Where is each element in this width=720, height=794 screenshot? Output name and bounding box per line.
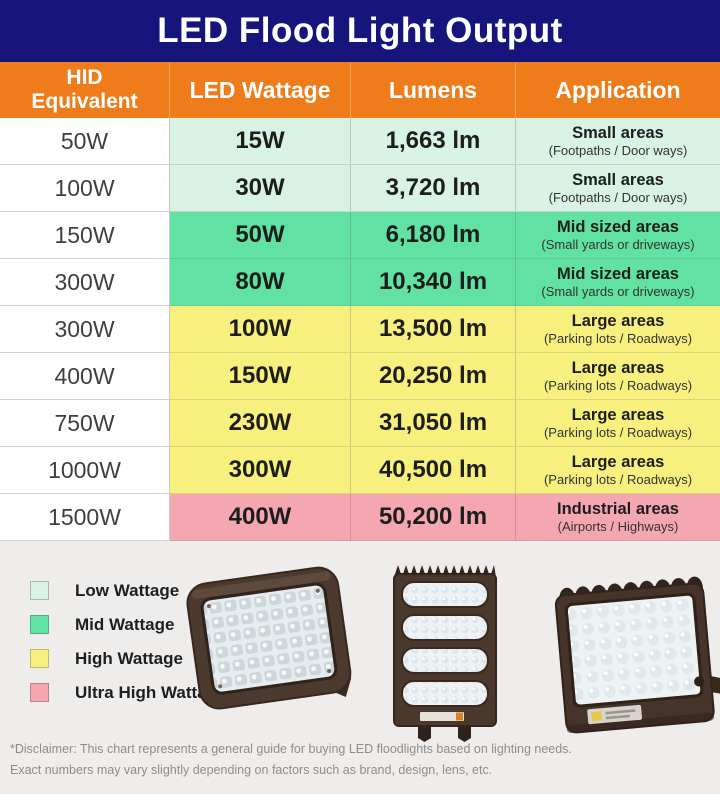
application-examples-label: (Small yards or driveways) [541, 236, 695, 252]
table-row: 300W 100W 13,500 lm Large areas (Parking… [0, 306, 720, 353]
application-area-label: Large areas [571, 405, 665, 424]
application-area-label: Small areas [572, 170, 664, 189]
hid-equivalent-cell: 1000W [0, 447, 170, 494]
column-header-hid-equivalent: HID Equivalent [0, 62, 170, 118]
table-row: 100W 30W 3,720 lm Small areas (Footpaths… [0, 165, 720, 212]
disclaimer-line-2: Exact numbers may vary slightly dependin… [10, 763, 493, 778]
lumens-cell: 10,340 lm [351, 259, 516, 306]
application-cell: Large areas (Parking lots / Roadways) [516, 447, 720, 494]
legend-item: Mid Wattage [30, 615, 226, 634]
led-wattage-cell: 300W [170, 447, 351, 494]
application-examples-label: (Parking lots / Roadways) [543, 330, 693, 346]
lumens-cell: 3,720 lm [351, 165, 516, 212]
legend-color-swatch [30, 683, 49, 702]
wide-panel-led-floodlight-image [554, 576, 720, 734]
application-cell: Mid sized areas (Small yards or driveway… [516, 212, 720, 259]
column-header-led-wattage: LED Wattage [170, 62, 351, 118]
table-row: 50W 15W 1,663 lm Small areas (Footpaths … [0, 118, 720, 165]
compact-led-floodlight-image [186, 566, 352, 710]
lumens-cell: 6,180 lm [351, 212, 516, 259]
column-header-lumens: Lumens [351, 62, 516, 118]
legend-item: Ultra High Wattage [30, 683, 226, 702]
page-title: LED Flood Light Output [157, 11, 563, 50]
legend-item-label: Mid Wattage [75, 614, 175, 634]
table-row: 400W 150W 20,250 lm Large areas (Parking… [0, 353, 720, 400]
application-area-label: Industrial areas [557, 499, 679, 518]
application-cell: Large areas (Parking lots / Roadways) [516, 353, 720, 400]
led-wattage-cell: 100W [170, 306, 351, 353]
hid-equivalent-cell: 750W [0, 400, 170, 447]
legend-item: High Wattage [30, 649, 226, 668]
table-body: 50W 15W 1,663 lm Small areas (Footpaths … [0, 118, 720, 541]
application-area-label: Mid sized areas [557, 264, 679, 283]
hid-equivalent-cell: 150W [0, 212, 170, 259]
lumens-cell: 50,200 lm [351, 494, 516, 541]
led-wattage-cell: 80W [170, 259, 351, 306]
legend-item-label: Ultra High Wattage [75, 682, 227, 702]
legend-color-swatch [30, 649, 49, 668]
application-cell: Small areas (Footpaths / Door ways) [516, 118, 720, 165]
lumens-cell: 40,500 lm [351, 447, 516, 494]
title-bar: LED Flood Light Output [0, 0, 720, 62]
table-row: 300W 80W 10,340 lm Mid sized areas (Smal… [0, 259, 720, 306]
lumens-cell: 1,663 lm [351, 118, 516, 165]
led-wattage-cell: 230W [170, 400, 351, 447]
led-wattage-cell: 15W [170, 118, 351, 165]
application-area-label: Small areas [572, 123, 664, 142]
table-row: 1000W 300W 40,500 lm Large areas (Parkin… [0, 447, 720, 494]
application-examples-label: (Airports / Highways) [557, 518, 679, 534]
led-wattage-cell: 150W [170, 353, 351, 400]
application-cell: Large areas (Parking lots / Roadways) [516, 400, 720, 447]
led-wattage-cell: 50W [170, 212, 351, 259]
application-examples-label: (Parking lots / Roadways) [543, 377, 693, 393]
table-header-row: HID Equivalent LED Wattage Lumens Applic… [0, 62, 720, 118]
wattage-legend: Low Wattage Mid Wattage High Wattage Ult… [30, 581, 226, 717]
application-examples-label: (Footpaths / Door ways) [548, 142, 688, 158]
application-examples-label: (Parking lots / Roadways) [543, 471, 693, 487]
application-cell: Large areas (Parking lots / Roadways) [516, 306, 720, 353]
legend-color-swatch [30, 581, 49, 600]
application-area-label: Large areas [571, 358, 665, 377]
led-wattage-cell: 400W [170, 494, 351, 541]
lumens-cell: 31,050 lm [351, 400, 516, 447]
disclaimer-line-1: *Disclaimer: This chart represents a gen… [10, 742, 572, 756]
application-cell: Small areas (Footpaths / Door ways) [516, 165, 720, 212]
application-examples-label: (Parking lots / Roadways) [543, 424, 693, 440]
application-examples-label: (Footpaths / Door ways) [548, 189, 688, 205]
table-row: 1500W 400W 50,200 lm Industrial areas (A… [0, 494, 720, 541]
footer-section: Low Wattage Mid Wattage High Wattage Ult… [0, 541, 720, 794]
column-header-application: Application [555, 76, 681, 103]
lumens-cell: 13,500 lm [351, 306, 516, 353]
legend-item-label: High Wattage [75, 648, 183, 668]
application-examples-label: (Small yards or driveways) [541, 283, 695, 299]
table-row: 150W 50W 6,180 lm Mid sized areas (Small… [0, 212, 720, 259]
application-area-label: Large areas [571, 452, 665, 471]
lumens-cell: 20,250 lm [351, 353, 516, 400]
led-wattage-cell: 30W [170, 165, 351, 212]
application-area-label: Mid sized areas [557, 217, 679, 236]
modular-led-floodlight-image [393, 565, 497, 742]
legend-item-label: Low Wattage [75, 580, 180, 600]
legend-item: Low Wattage [30, 581, 226, 600]
application-cell: Industrial areas (Airports / Highways) [516, 494, 720, 541]
hid-equivalent-cell: 400W [0, 353, 170, 400]
disclaimer-text: *Disclaimer: This chart represents a gen… [10, 739, 710, 782]
table-row: 750W 230W 31,050 lm Large areas (Parking… [0, 400, 720, 447]
application-cell: Mid sized areas (Small yards or driveway… [516, 259, 720, 306]
hid-equivalent-cell: 300W [0, 306, 170, 353]
application-area-label: Large areas [571, 311, 665, 330]
legend-color-swatch [30, 615, 49, 634]
hid-equivalent-cell: 100W [0, 165, 170, 212]
hid-equivalent-cell: 50W [0, 118, 170, 165]
hid-equivalent-cell: 1500W [0, 494, 170, 541]
hid-equivalent-cell: 300W [0, 259, 170, 306]
